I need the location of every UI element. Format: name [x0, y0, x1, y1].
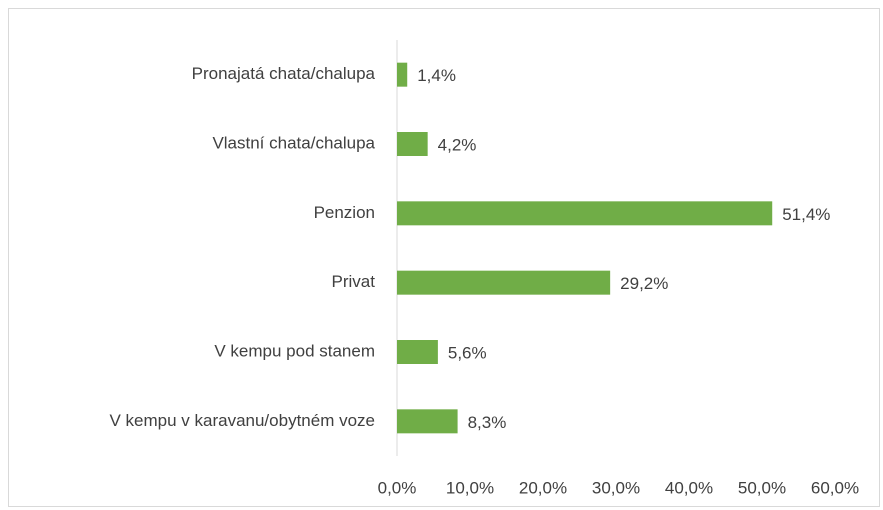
bar [397, 62, 408, 87]
data-label: 1,4% [417, 66, 456, 85]
data-label: 8,3% [468, 413, 507, 432]
x-tick-label: 30,0% [592, 478, 640, 497]
y-tick-label: Privat [332, 272, 376, 291]
y-tick-label: Vlastní chata/chalupa [212, 133, 375, 152]
bar [397, 201, 773, 226]
x-tick-label: 50,0% [738, 478, 786, 497]
bar [397, 409, 458, 434]
data-label: 5,6% [448, 343, 487, 362]
bar [397, 340, 438, 364]
x-tick-label: 0,0% [378, 478, 417, 497]
bar [397, 270, 611, 295]
bar [397, 132, 428, 156]
data-label: 51,4% [782, 205, 830, 224]
data-label: 4,2% [438, 135, 477, 154]
x-tick-label: 10,0% [446, 478, 494, 497]
x-tick-label: 20,0% [519, 478, 567, 497]
y-tick-label: V kempu v karavanu/obytném voze [109, 411, 375, 430]
y-tick-label: V kempu pod stanem [214, 341, 375, 360]
y-tick-label: Penzion [314, 203, 375, 222]
y-tick-label: Pronajatá chata/chalupa [192, 64, 376, 83]
x-tick-label: 40,0% [665, 478, 713, 497]
x-tick-label: 60,0% [811, 478, 859, 497]
data-label: 29,2% [620, 274, 668, 293]
